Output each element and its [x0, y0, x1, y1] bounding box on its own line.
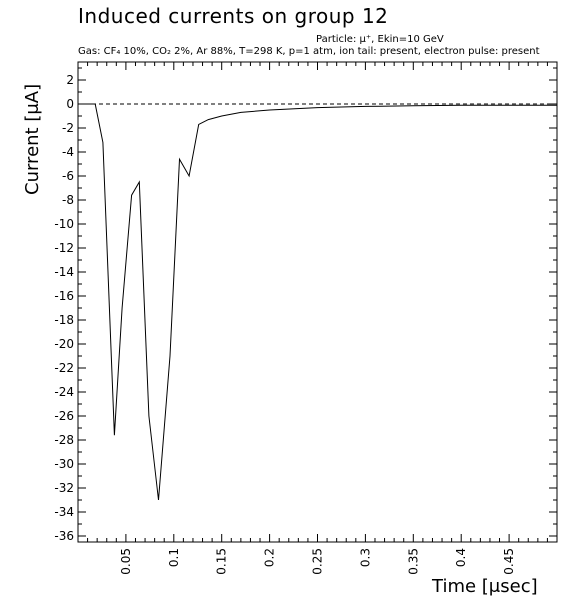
- x-tick-label: 0.15: [215, 548, 229, 575]
- x-tick-label: 0.35: [406, 548, 420, 575]
- x-tick-label: 0.2: [263, 548, 277, 567]
- x-tick-label: 0.45: [502, 548, 516, 575]
- y-tick-label: -32: [54, 481, 74, 495]
- particle-info: Particle: μ⁺, Ekin=10 GeV: [316, 34, 444, 45]
- y-tick-label: -36: [54, 529, 74, 543]
- y-tick-label: -24: [54, 385, 74, 399]
- y-tick-label: -4: [62, 145, 74, 159]
- x-tick-label: 0.3: [358, 548, 372, 567]
- y-tick-label: -26: [54, 409, 74, 423]
- y-tick-label: -6: [62, 169, 74, 183]
- x-tick-label: 0.05: [119, 548, 133, 575]
- plot-frame: [77, 61, 558, 543]
- x-tick-label: 0.25: [311, 548, 325, 575]
- y-tick-label: -16: [54, 289, 74, 303]
- y-tick-label: 2: [66, 73, 74, 87]
- x-tick-label: 0.4: [454, 548, 468, 567]
- y-tick-label: -8: [62, 193, 74, 207]
- y-tick-label: -2: [62, 121, 74, 135]
- y-tick-label: -20: [54, 337, 74, 351]
- y-tick-label: -18: [54, 313, 74, 327]
- y-tick-label: -22: [54, 361, 74, 375]
- gas-composition: Gas: CF₄ 10%, CO₂ 2%, Ar 88%, T=298 K, p…: [78, 46, 333, 57]
- y-tick-label: -12: [54, 241, 74, 255]
- y-tick-label: -34: [54, 505, 74, 519]
- series-line: [78, 103, 557, 501]
- gas-info: Gas: CF₄ 10%, CO₂ 2%, Ar 88%, T=298 K, p…: [78, 46, 540, 57]
- y-tick-label: -14: [54, 265, 74, 279]
- y-tick-label: 0: [66, 97, 74, 111]
- y-tick-label: -28: [54, 433, 74, 447]
- chart-title: Induced currents on group 12: [78, 4, 389, 28]
- x-axis-label: Time [μsec]: [432, 576, 538, 597]
- y-tick-label: -10: [54, 217, 74, 231]
- y-tick-label: -30: [54, 457, 74, 471]
- x-tick-label: 0.1: [167, 548, 181, 567]
- pulse-info: ion tail: present, electron pulse: prese…: [339, 46, 540, 57]
